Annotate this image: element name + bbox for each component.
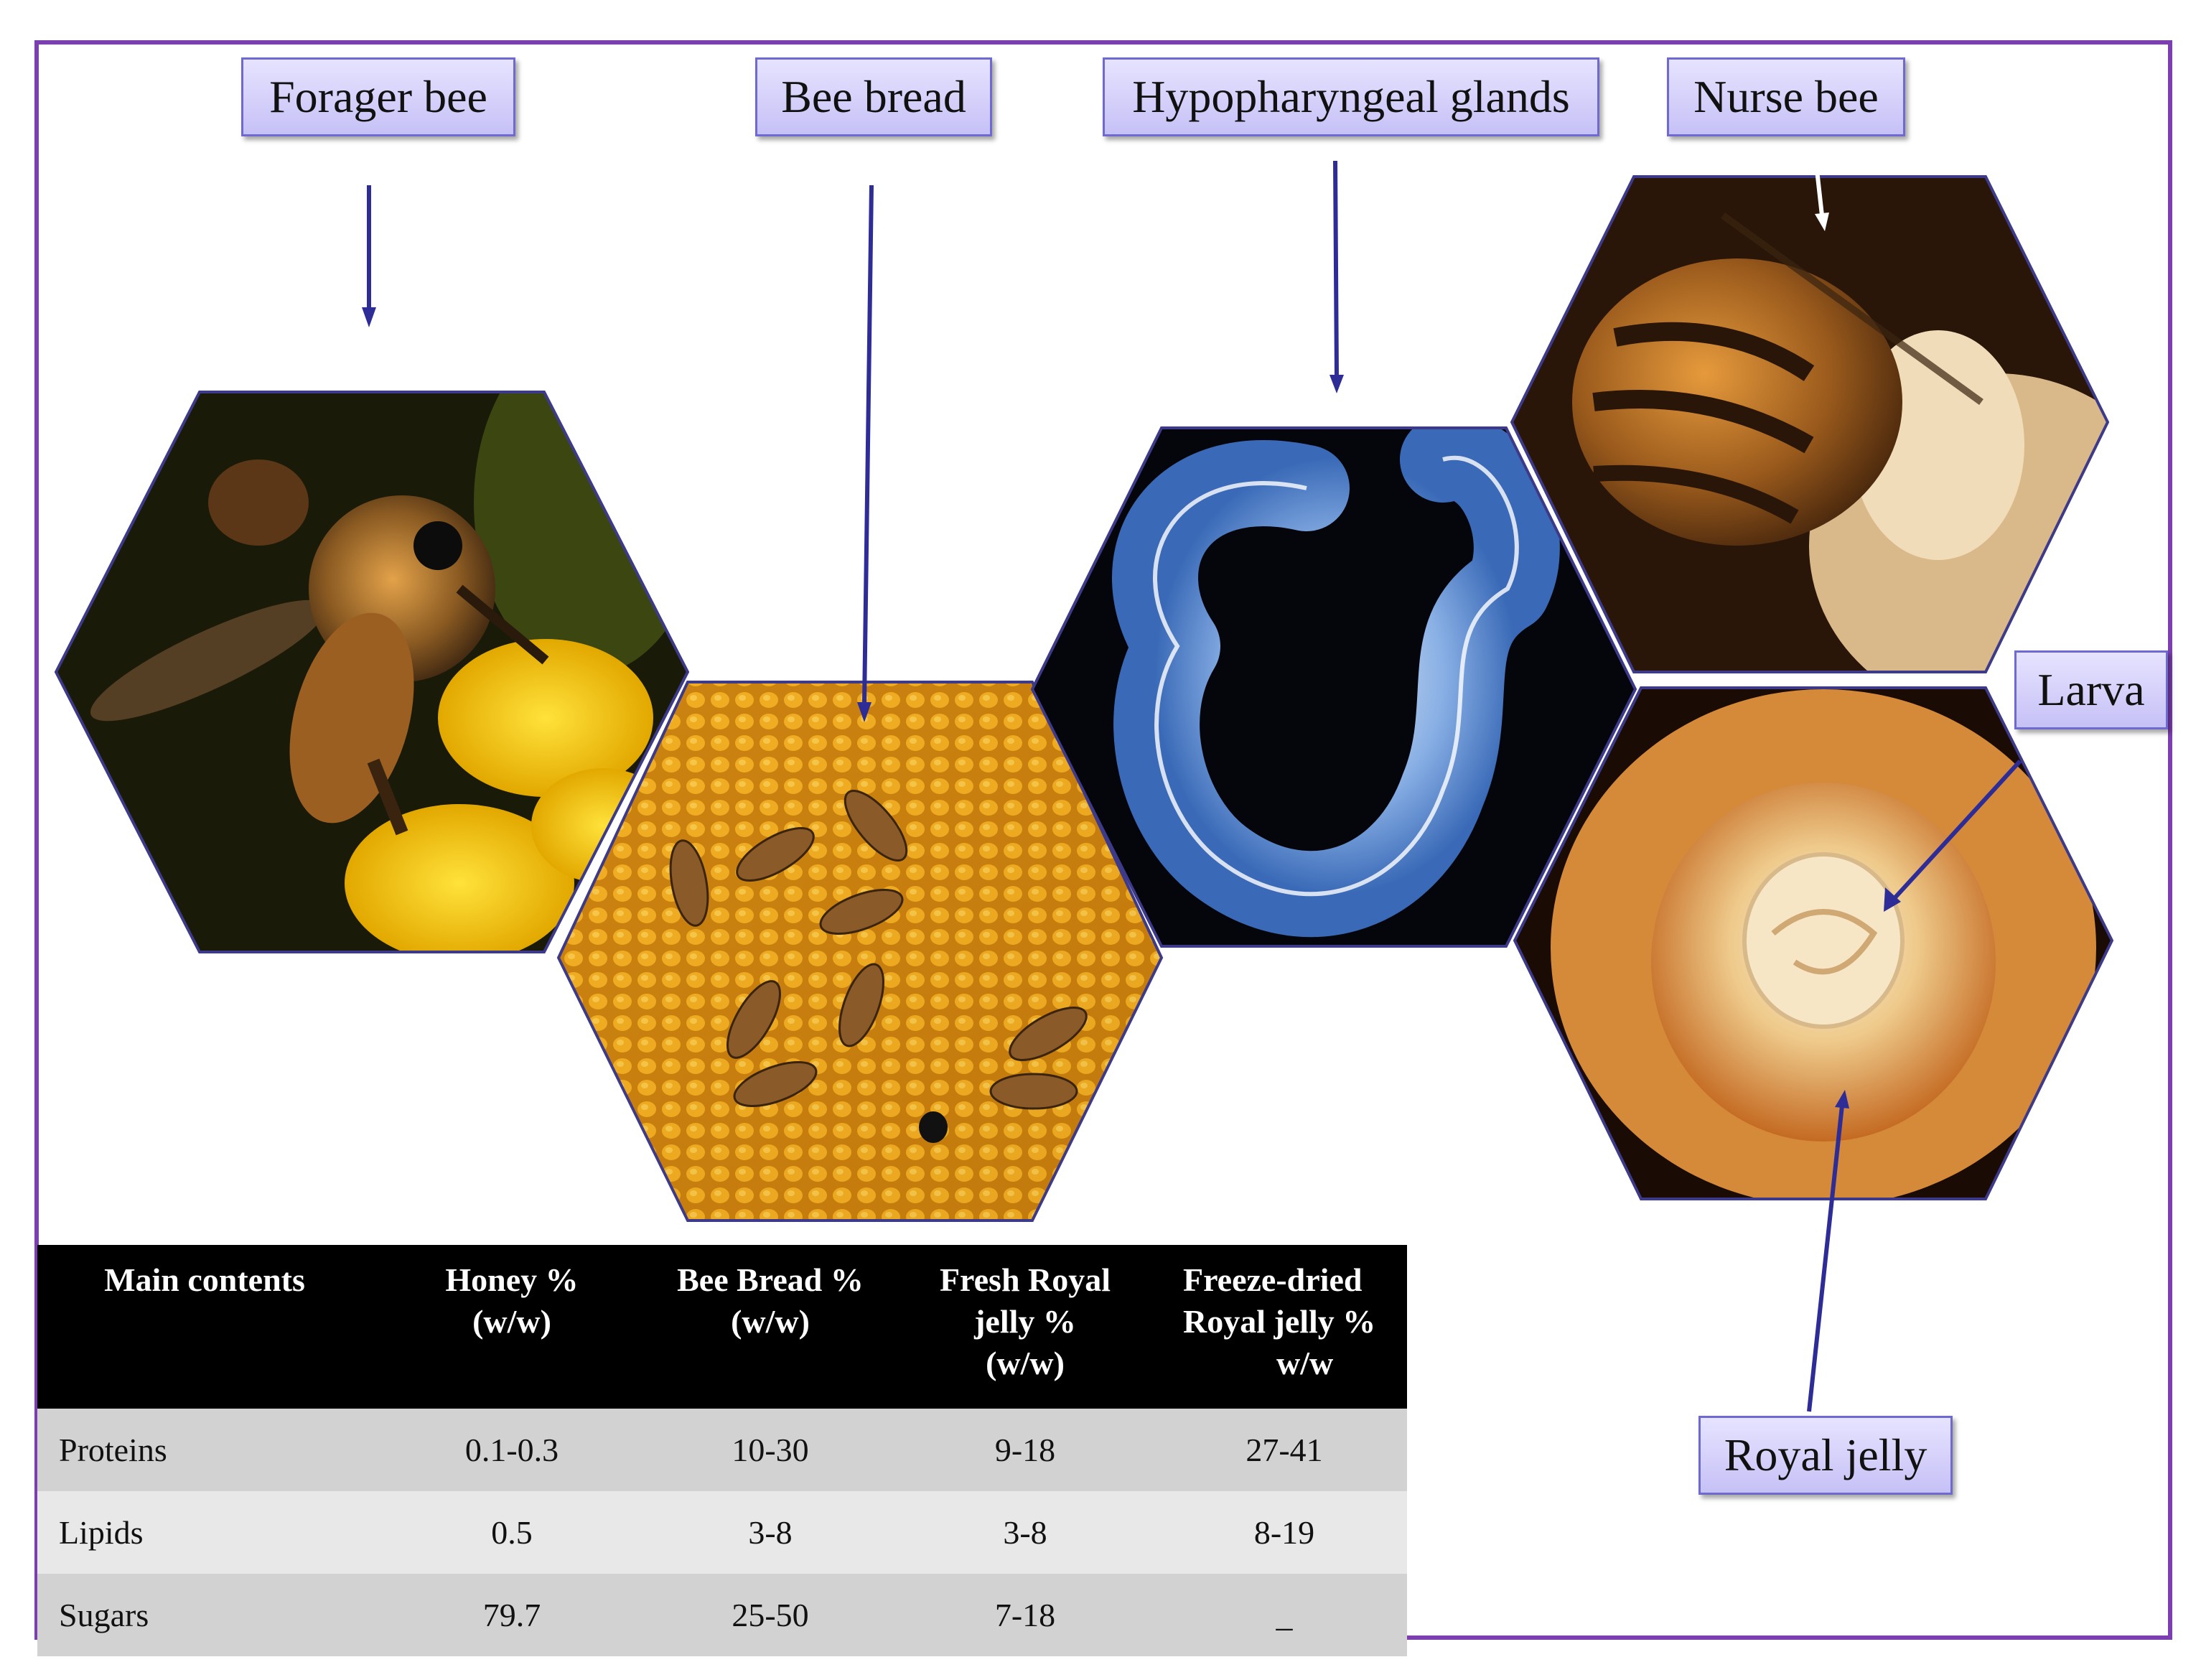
table-row-proteins: Proteins 0.1-0.3 10-30 9-18 27-41	[37, 1409, 1407, 1491]
table-row-sugars: Sugars 79.7 25-50 7-18 _	[37, 1574, 1407, 1656]
forager-bee-label: Forager bee	[241, 57, 515, 136]
table-cell: 8-19	[1253, 1514, 1315, 1551]
table-cell: 27-41	[1246, 1432, 1323, 1468]
table-cell: _	[1276, 1597, 1293, 1633]
nurse-bee-label: Nurse bee	[1667, 57, 1905, 136]
table-cell: 25-50	[732, 1597, 809, 1633]
arrows	[362, 160, 2022, 1412]
nurse-bee-arrow	[1813, 150, 1829, 231]
row-label: Proteins	[59, 1432, 167, 1468]
table-cell: 3-8	[1003, 1514, 1047, 1551]
table-cell: 0.5	[491, 1514, 533, 1551]
hypopharyngeal-glands-label: Hypopharyngeal glands	[1103, 57, 1599, 136]
table-cell: 79.7	[482, 1597, 541, 1633]
hypopharyngeal-arrow	[1330, 160, 1344, 393]
composition-table: Main contents Honey % (w/w) Bee Bread % …	[37, 1245, 1407, 1656]
header-main-contents: Main contents	[104, 1261, 305, 1298]
table-cell: 10-30	[732, 1432, 809, 1468]
bee-bread-photo	[559, 682, 1162, 1221]
table-row-lipids: Lipids 0.5 3-8 3-8 8-19	[37, 1491, 1407, 1574]
row-label: Sugars	[59, 1597, 149, 1633]
larva-photo	[1515, 688, 2112, 1199]
header-bee-bread: Bee Bread % (w/w)	[677, 1261, 864, 1340]
royal-jelly-arrow	[1807, 1090, 1849, 1412]
table-cell: 9-18	[994, 1432, 1056, 1468]
royal-jelly-label: Royal jelly	[1698, 1416, 1953, 1495]
larva-arrow	[1884, 759, 2022, 912]
header-fresh-royal-jelly: Fresh Royal jelly % (w/w)	[939, 1261, 1111, 1381]
table-cell: 3-8	[748, 1514, 793, 1551]
table-cell: 0.1-0.3	[464, 1432, 559, 1468]
bee-bread-arrow	[857, 185, 874, 722]
hypopharyngeal-glands-photo	[1032, 428, 1635, 946]
larva-label: Larva	[2014, 650, 2168, 729]
table-header: Main contents Honey % (w/w) Bee Bread % …	[37, 1245, 1407, 1409]
bee-bread-label: Bee bread	[755, 57, 992, 136]
forager-arrow	[362, 185, 376, 327]
table-cell: 7-18	[994, 1597, 1056, 1633]
header-freeze-dried-royal-jelly: Freeze-dried Royal jelly % w/w	[1183, 1261, 1376, 1381]
row-label: Lipids	[59, 1514, 144, 1551]
header-honey: Honey % (w/w)	[445, 1261, 579, 1340]
